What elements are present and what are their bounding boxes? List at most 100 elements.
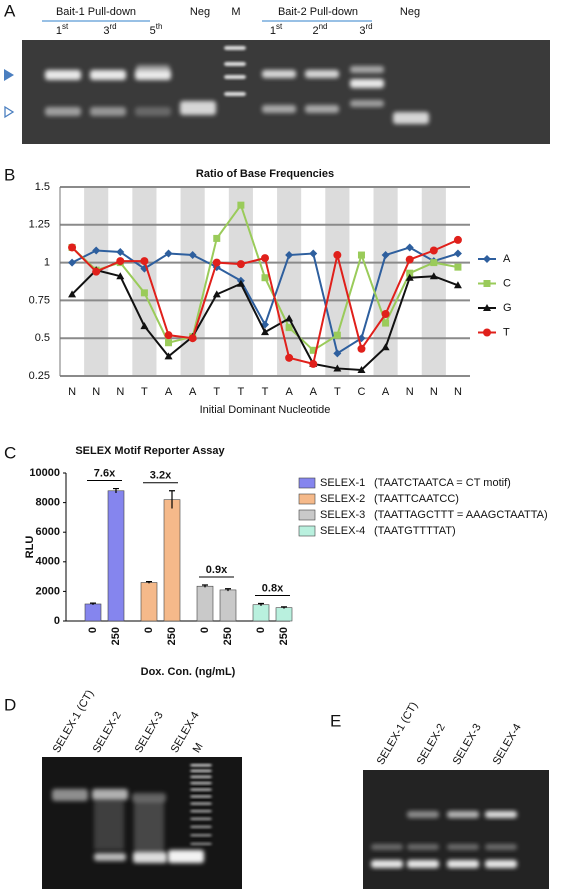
- legend-label: SELEX-4: [320, 525, 365, 537]
- y-tick-label: 0.5: [35, 332, 50, 344]
- x-tick-label: T: [334, 386, 341, 398]
- point: [164, 331, 173, 340]
- legend-swatch: [298, 493, 316, 505]
- point: [429, 246, 438, 255]
- point: [381, 251, 390, 260]
- x-tick-label: 0: [143, 627, 155, 633]
- legend-label: A: [503, 253, 511, 265]
- legend-label: SELEX-1: [320, 477, 365, 489]
- column-shade: [421, 187, 446, 376]
- gel-band: [350, 66, 384, 73]
- error-bar: [281, 606, 287, 609]
- bar: [219, 589, 237, 622]
- x-tick-label: 250: [278, 627, 290, 645]
- fold-label: 7.6x: [94, 467, 116, 479]
- point: [188, 251, 197, 260]
- legend-description: (TAATTAGCTTT = AAAGCTAATTA): [374, 509, 548, 521]
- point: [429, 272, 438, 280]
- lane-label: 1st: [56, 22, 69, 37]
- fold-label: 3.2x: [150, 470, 172, 482]
- lane-suffix: st: [62, 22, 69, 31]
- gel-band: [45, 70, 81, 80]
- point: [116, 272, 125, 280]
- lane-number: 3: [103, 25, 109, 37]
- y-tick-label: 4000: [36, 556, 60, 568]
- lane-suffix: th: [156, 22, 163, 31]
- gel-band: [190, 825, 212, 829]
- gel-band: [224, 62, 246, 66]
- gel-smear: [134, 800, 164, 855]
- x-tick-label: T: [238, 386, 245, 398]
- gel-band: [447, 844, 479, 850]
- point: [405, 255, 414, 264]
- point: [164, 352, 173, 360]
- lane-suffix: rd: [366, 22, 373, 31]
- lane-label: SELEX-3: [133, 710, 166, 755]
- y-axis-label: RLU: [24, 536, 36, 559]
- column-shade: [180, 187, 205, 376]
- x-tick-label: N: [430, 386, 438, 398]
- x-tick-label: 0: [199, 627, 211, 633]
- legend-label: SELEX-3: [320, 509, 365, 521]
- x-tick-label: A: [285, 386, 293, 398]
- bar: [84, 603, 102, 622]
- gel-band: [132, 793, 166, 802]
- point: [212, 258, 221, 267]
- lane-label: Neg: [400, 6, 420, 18]
- column-shade: [325, 187, 350, 376]
- y-tick-label: 1.5: [35, 181, 50, 193]
- legend-swatch: [298, 509, 316, 521]
- legend-description: (TAATGTTTTAT): [374, 525, 456, 537]
- point: [236, 260, 245, 269]
- legend-description: (TAATCTAATCA = CT motif): [374, 477, 511, 489]
- lane-label: SELEX-1 (CT): [51, 688, 97, 755]
- gel-band: [224, 75, 246, 79]
- gel-band: [371, 844, 403, 850]
- x-tick-label: 250: [222, 627, 234, 645]
- y-tick-label: 0.25: [29, 370, 50, 382]
- gel-band: [190, 788, 212, 791]
- point: [430, 259, 438, 267]
- x-tick-label: N: [116, 386, 124, 398]
- point: [140, 289, 148, 297]
- gel-band: [190, 802, 212, 805]
- legend-label: T: [503, 326, 510, 338]
- legend-marker: [483, 255, 491, 263]
- y-tick-label: 8000: [36, 497, 60, 509]
- y-tick-label: 1: [44, 257, 50, 269]
- bar: [140, 582, 158, 622]
- x-tick-label: N: [92, 386, 100, 398]
- lane-number: 5: [150, 25, 156, 37]
- gel-band: [94, 853, 126, 861]
- error-bar: [146, 581, 152, 584]
- bar: [275, 607, 293, 622]
- point: [333, 349, 342, 358]
- lane-label: SELEX-4: [491, 722, 524, 767]
- panel-label: D: [4, 695, 16, 714]
- group-title: Bait-1 Pull-down: [56, 6, 136, 18]
- x-axis-label: Initial Dominant Nucleotide: [200, 404, 331, 416]
- gel-band: [407, 860, 439, 868]
- lane-label: SELEX-2: [91, 710, 124, 755]
- gel-band: [371, 860, 403, 868]
- error-bar: [258, 602, 264, 606]
- y-tick-label: 0: [54, 615, 60, 627]
- fold-label: 0.8x: [262, 582, 284, 594]
- gel-band: [407, 844, 439, 850]
- gel-band: [485, 811, 517, 818]
- lane-label: M: [231, 6, 240, 18]
- legend-label: SELEX-2: [320, 493, 365, 505]
- y-tick-label: 1.25: [29, 219, 50, 231]
- x-tick-label: N: [68, 386, 76, 398]
- gel-band: [180, 101, 216, 115]
- gel-band: [224, 92, 246, 96]
- lane-number: 2: [312, 25, 318, 37]
- column-shade: [277, 187, 302, 376]
- gel-band: [447, 811, 479, 818]
- point: [453, 235, 462, 244]
- arrow-open: [4, 105, 15, 119]
- gel-e: [363, 770, 549, 889]
- lane-number: 1: [270, 25, 276, 37]
- lane-label: 5th: [150, 22, 163, 37]
- point: [333, 251, 342, 260]
